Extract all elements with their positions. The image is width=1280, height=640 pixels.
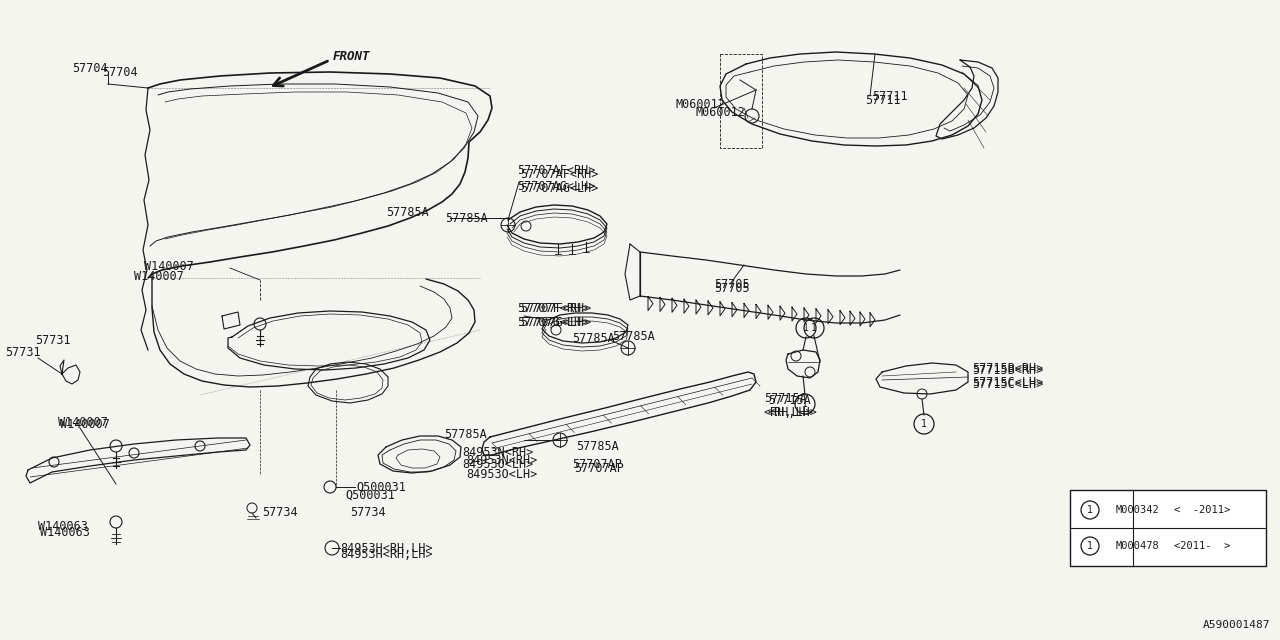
Text: 57715A: 57715A: [764, 392, 806, 404]
Text: 57785A: 57785A: [572, 332, 614, 344]
Text: 57711: 57711: [872, 90, 908, 102]
Text: M000478: M000478: [1116, 541, 1160, 551]
Text: 84953N<RH>: 84953N<RH>: [466, 454, 538, 467]
Text: 57705: 57705: [714, 282, 750, 294]
Text: 1: 1: [803, 323, 809, 333]
Text: 57707F<RH>: 57707F<RH>: [520, 301, 591, 314]
Text: 57785A: 57785A: [444, 428, 486, 440]
Text: 57707AG<LH>: 57707AG<LH>: [517, 179, 595, 193]
Text: 57707AF<RH>: 57707AF<RH>: [517, 164, 595, 177]
Text: 57707G<LH>: 57707G<LH>: [517, 316, 589, 328]
Text: W140007: W140007: [143, 260, 193, 273]
Text: 57704: 57704: [102, 65, 138, 79]
Text: 57705: 57705: [714, 278, 750, 291]
Text: M060012: M060012: [695, 106, 745, 118]
Text: 57785A: 57785A: [445, 211, 488, 225]
Text: 57734: 57734: [262, 506, 298, 518]
Text: Q500031: Q500031: [346, 488, 394, 502]
Text: FRONT: FRONT: [333, 51, 370, 63]
Text: <  -2011>: < -2011>: [1174, 505, 1230, 515]
Text: <2011-  >: <2011- >: [1174, 541, 1230, 551]
Text: 57785A: 57785A: [387, 205, 429, 218]
Text: 84953O<LH>: 84953O<LH>: [462, 458, 534, 470]
Text: 57785A: 57785A: [612, 330, 655, 342]
Text: M060012: M060012: [675, 97, 724, 111]
Text: 57707G<LH>: 57707G<LH>: [520, 316, 591, 328]
Text: 57715B<RH>: 57715B<RH>: [972, 364, 1043, 376]
Text: 57707AP: 57707AP: [572, 458, 622, 470]
Text: 57707F<RH>: 57707F<RH>: [517, 301, 589, 314]
Text: W140007: W140007: [58, 415, 108, 429]
Text: M000342: M000342: [1116, 505, 1160, 515]
Text: <RH,LH>: <RH,LH>: [768, 406, 818, 419]
Text: W140063: W140063: [38, 520, 88, 534]
Text: <RH,LH>: <RH,LH>: [764, 406, 814, 419]
Text: 1: 1: [922, 419, 927, 429]
Text: 57715A: 57715A: [768, 394, 810, 406]
Text: 84953O<LH>: 84953O<LH>: [466, 467, 538, 481]
Bar: [1070, 490, 1266, 566]
Text: 57715C<LH>: 57715C<LH>: [972, 376, 1043, 388]
Text: 57785A: 57785A: [576, 440, 618, 452]
Text: 84953N<RH>: 84953N<RH>: [462, 445, 534, 458]
Text: 57707AG<LH>: 57707AG<LH>: [520, 182, 598, 195]
Text: 57707AP: 57707AP: [573, 461, 623, 474]
Text: W140063: W140063: [40, 525, 90, 538]
Text: 1: 1: [803, 399, 808, 409]
Text: 57734: 57734: [349, 506, 385, 520]
Text: 1: 1: [1087, 505, 1093, 515]
Text: 57704: 57704: [72, 61, 108, 74]
Text: 1: 1: [812, 323, 817, 333]
Text: 84953H<RH,LH>: 84953H<RH,LH>: [340, 548, 433, 561]
Text: 84953H<RH,LH>: 84953H<RH,LH>: [340, 541, 433, 554]
Text: 57715C<LH>: 57715C<LH>: [972, 378, 1043, 390]
Text: A590001487: A590001487: [1202, 620, 1270, 630]
Text: W140007: W140007: [60, 419, 110, 431]
Text: Q500031: Q500031: [356, 481, 406, 493]
Text: 57731: 57731: [35, 333, 70, 346]
Text: W140007: W140007: [134, 269, 184, 282]
Text: 1: 1: [1087, 541, 1093, 551]
Text: 57707AF<RH>: 57707AF<RH>: [520, 168, 598, 180]
Text: 57731: 57731: [5, 346, 41, 358]
Text: 57711: 57711: [865, 93, 901, 106]
Text: 57715B<RH>: 57715B<RH>: [972, 362, 1043, 374]
